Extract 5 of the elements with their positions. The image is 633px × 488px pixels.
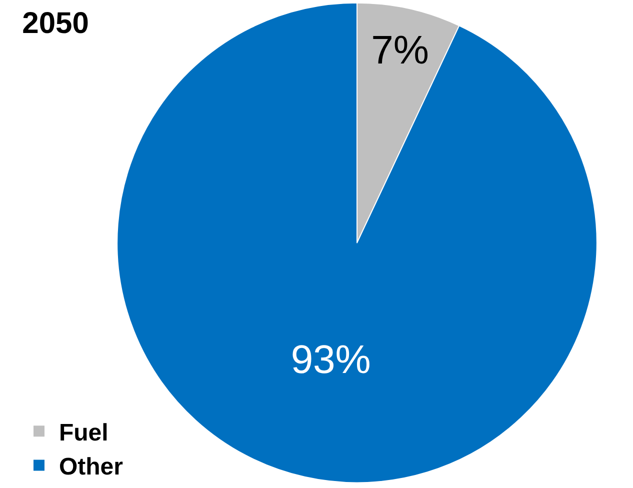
legend-label: Other <box>58 454 124 481</box>
data-label: 7% <box>371 28 429 73</box>
data-label: 93% <box>290 338 371 382</box>
chart-title: 2050 <box>22 7 89 40</box>
legend-label: Fuel <box>58 419 108 446</box>
